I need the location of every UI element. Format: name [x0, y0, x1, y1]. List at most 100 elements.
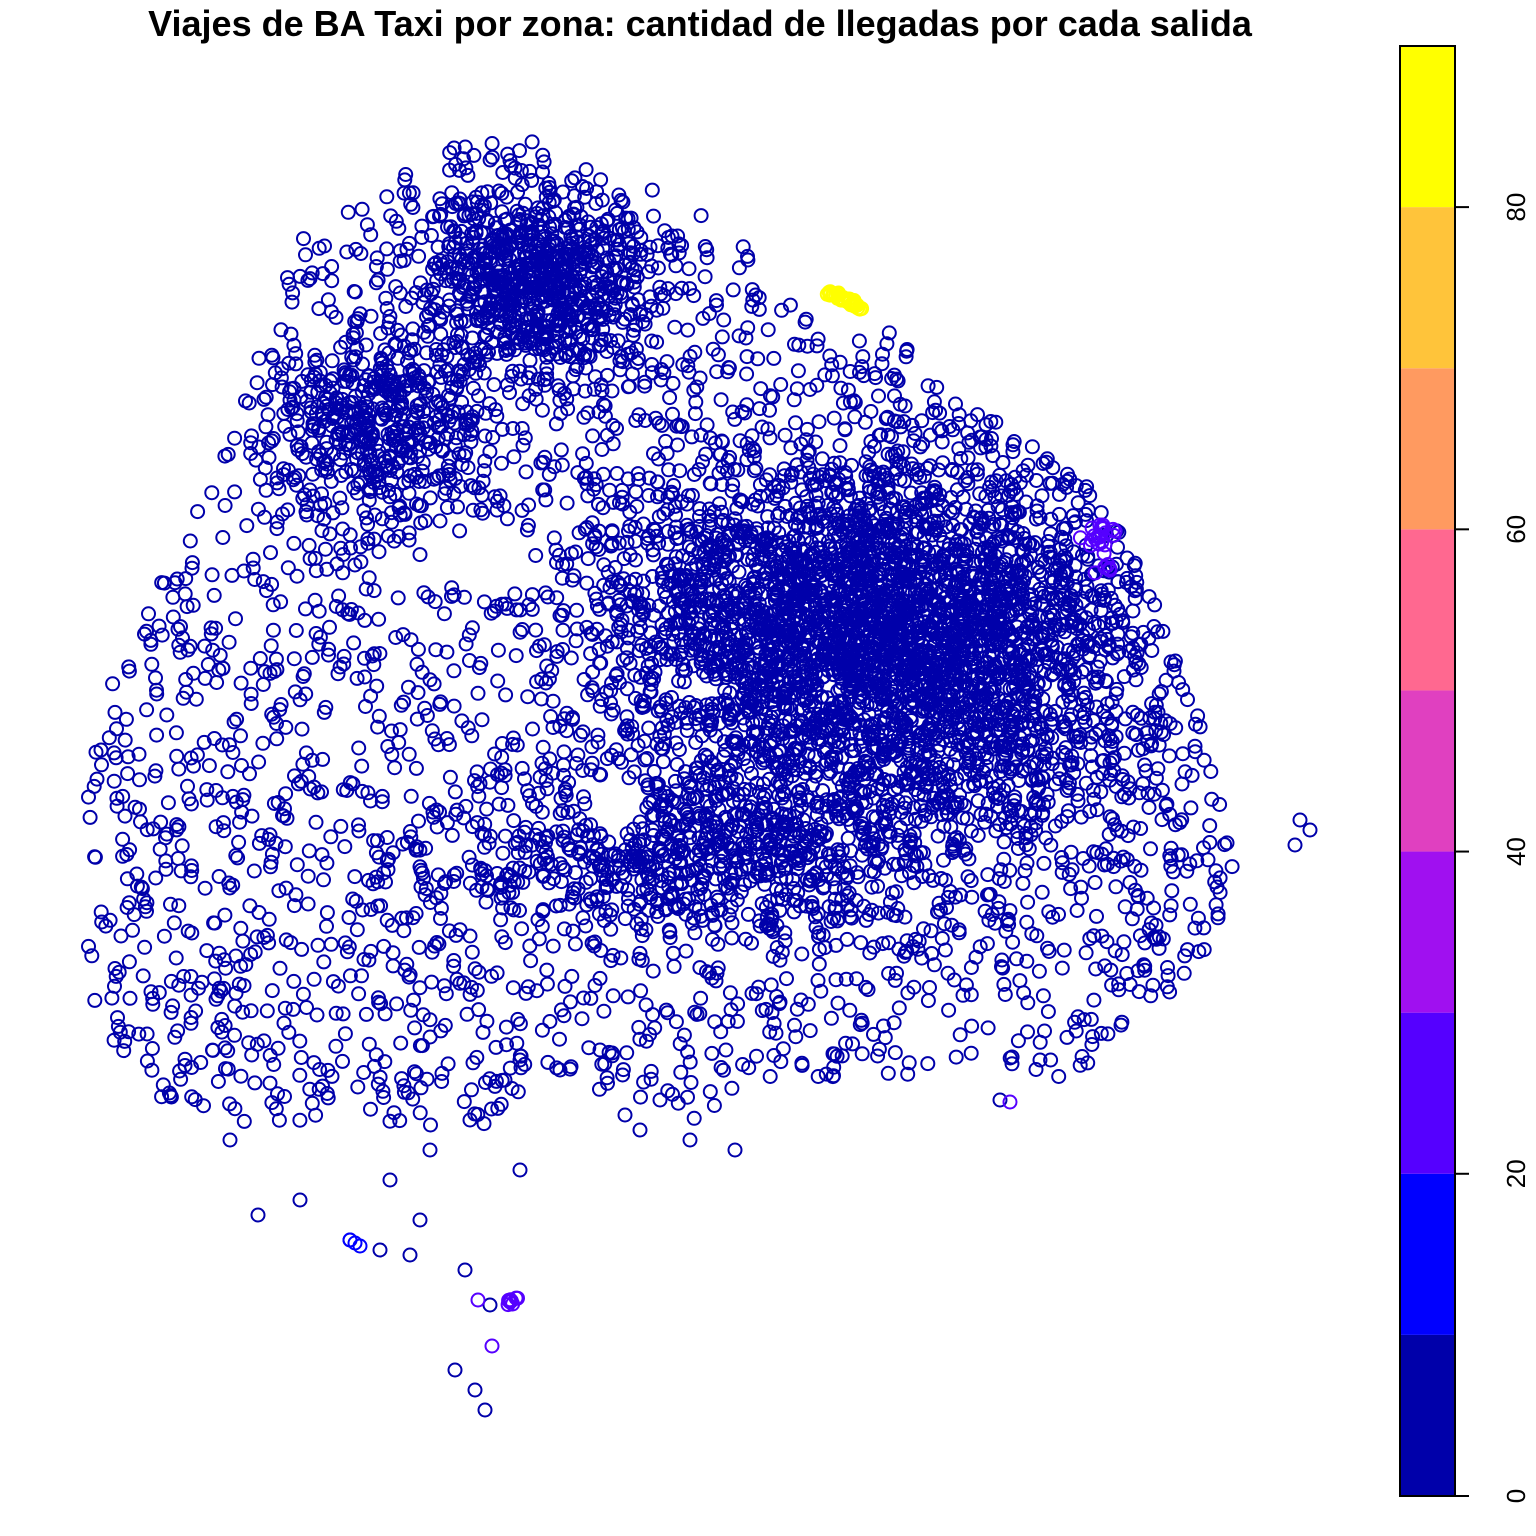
data-point: [119, 900, 135, 915]
data-point: [1006, 434, 1022, 449]
data-point: [375, 1083, 391, 1099]
data-point: [306, 971, 322, 987]
data-point: [221, 634, 237, 650]
data-point: [228, 985, 244, 1001]
data-point: [428, 642, 444, 658]
data-point: [244, 1047, 260, 1063]
data-point: [311, 1081, 327, 1097]
data-point: [374, 794, 390, 810]
data-point: [158, 830, 173, 846]
data-point: [284, 294, 300, 310]
data-point: [319, 918, 334, 934]
data-point: [643, 684, 659, 700]
data-point: [422, 672, 438, 688]
data-point: [502, 385, 517, 401]
data-point: [412, 1105, 428, 1121]
data-point: [132, 772, 147, 788]
data-point: [578, 918, 594, 934]
data-point: [220, 1043, 236, 1059]
data-point: [603, 706, 619, 722]
data-point: [1085, 1029, 1101, 1045]
data-point: [275, 808, 290, 823]
data-point: [741, 1060, 757, 1076]
data-point: [562, 994, 578, 1010]
data-point: [994, 959, 1009, 975]
data-point: [316, 872, 331, 888]
data-point: [718, 1042, 734, 1058]
data-point: [1190, 910, 1206, 926]
data-point: [1187, 920, 1203, 936]
data-point: [218, 1061, 233, 1077]
data-point: [169, 817, 185, 833]
data-point: [464, 728, 480, 744]
data-point: [298, 247, 313, 263]
data-point: [233, 1068, 249, 1084]
data-point: [154, 1089, 170, 1105]
data-point: [171, 819, 187, 835]
data-point: [183, 1015, 199, 1031]
data-point: [379, 241, 395, 257]
data-point: [456, 810, 472, 826]
data-point: [941, 1002, 957, 1018]
data-point: [1084, 1037, 1100, 1052]
data-point: [325, 974, 341, 990]
data-point: [225, 877, 241, 893]
data-point: [233, 920, 249, 936]
data-point: [324, 273, 340, 289]
data-point: [604, 383, 620, 399]
data-point: [121, 954, 137, 970]
data-point: [408, 1066, 424, 1082]
data-point: [363, 943, 379, 959]
data-point: [1196, 752, 1212, 768]
data-point: [340, 204, 356, 220]
data-point: [466, 147, 482, 163]
data-point: [788, 1029, 804, 1045]
data-point: [439, 644, 455, 660]
data-point: [473, 502, 489, 518]
data-point: [768, 1025, 784, 1041]
data-point: [204, 485, 220, 501]
data-point: [249, 929, 265, 945]
data-point: [444, 580, 460, 596]
data-point: [1114, 1014, 1130, 1030]
data-point: [292, 692, 308, 708]
data-point: [277, 839, 293, 855]
data-point: [115, 831, 131, 847]
data-point: [354, 201, 370, 217]
data-point: [139, 702, 155, 718]
data-point: [323, 936, 339, 952]
data-point: [1009, 951, 1024, 967]
data-point: [337, 839, 353, 855]
data-point: [691, 462, 707, 478]
data-point: [695, 310, 711, 326]
data-point: [301, 769, 317, 784]
data-point: [505, 421, 521, 436]
data-point: [319, 905, 335, 921]
data-point: [809, 377, 825, 393]
data-point: [320, 1090, 336, 1106]
data-point: [596, 1003, 612, 1019]
data-point: [307, 347, 323, 363]
data-point: [964, 1018, 980, 1034]
data-point: [401, 525, 417, 541]
data-point: [1004, 1056, 1020, 1072]
data-point: [174, 838, 190, 854]
data-point: [438, 986, 454, 1002]
data-point: [148, 670, 163, 686]
data-point: [678, 943, 694, 959]
data-point: [338, 334, 354, 350]
data-point: [502, 1060, 518, 1076]
data-point: [478, 1075, 493, 1090]
data-point: [396, 694, 412, 710]
data-point: [458, 160, 474, 176]
data-point: [101, 730, 117, 746]
data-point: [1204, 791, 1220, 807]
data-point: [695, 454, 710, 470]
data-point: [360, 516, 376, 532]
data-point: [351, 740, 367, 756]
data-point: [446, 663, 462, 679]
data-point: [278, 786, 294, 802]
data-point: [698, 446, 714, 462]
data-point: [799, 338, 815, 354]
data-point: [228, 611, 243, 627]
